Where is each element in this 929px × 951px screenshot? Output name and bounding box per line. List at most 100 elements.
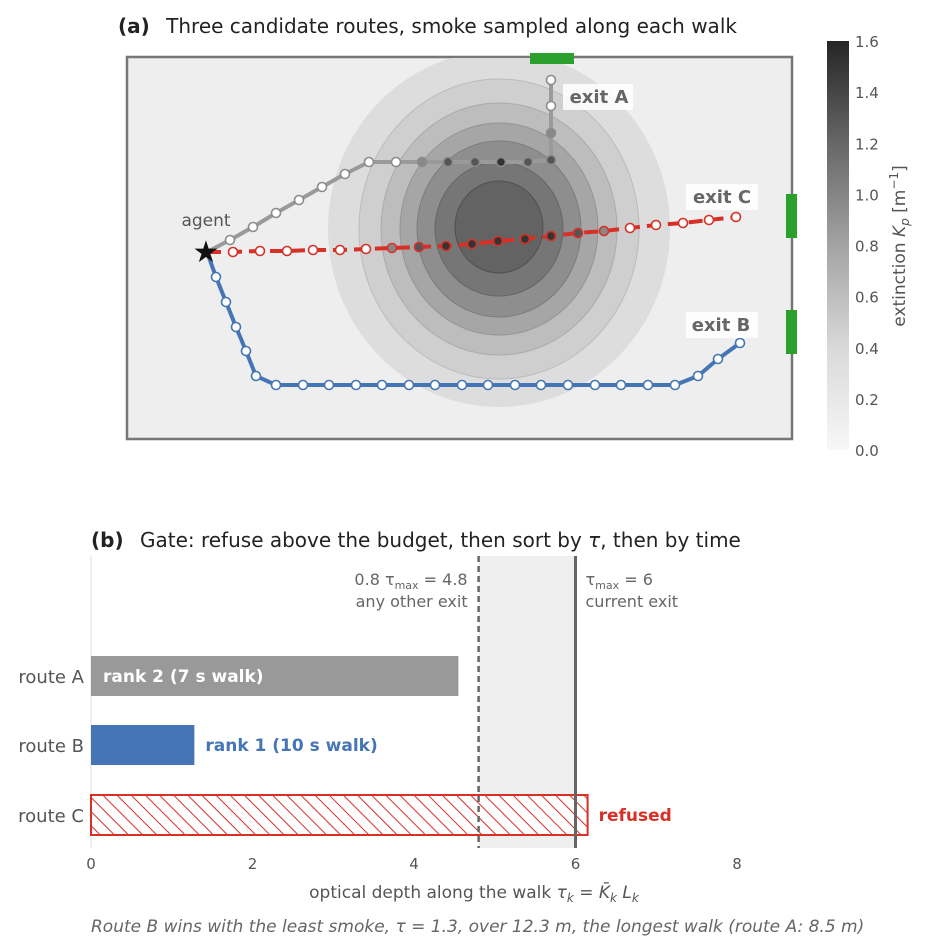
route-sample-point xyxy=(270,207,282,219)
panel-b-title: (b) Gate: refuse above the budget, then … xyxy=(91,528,741,552)
route-sample-point xyxy=(669,379,681,391)
bar-label: refused xyxy=(599,806,672,826)
bar-route-C xyxy=(90,794,589,836)
route-sample-point xyxy=(350,379,362,391)
route-sample-point xyxy=(270,379,282,391)
route-sample-point xyxy=(730,211,742,223)
exit-a-marker xyxy=(530,53,574,64)
colorbar-label-close: ] xyxy=(890,165,910,172)
bar-label: rank 1 (10 s walk) xyxy=(205,736,377,756)
x-axis-label: optical depth along the walk τk = K̄k Lk xyxy=(309,881,640,905)
colorbar xyxy=(827,41,849,450)
panel-a-title-text: Three candidate routes, smoke sampled al… xyxy=(165,14,737,38)
colorbar-tick-label: 1.4 xyxy=(855,84,879,102)
x-axis-label-l: L xyxy=(617,883,632,903)
route-b-points xyxy=(210,271,746,391)
agent-star-icon: ★ xyxy=(193,235,220,270)
x-axis-label-sub: k xyxy=(567,891,575,905)
colorbar-tick-label: 0.6 xyxy=(855,289,879,307)
route-sample-point xyxy=(307,244,319,256)
route-sample-point xyxy=(545,127,557,139)
category-label: route C xyxy=(18,806,84,827)
panel-b: (b) Gate: refuse above the budget, then … xyxy=(18,528,864,937)
route-sample-point xyxy=(281,245,293,257)
route-sample-point xyxy=(598,225,610,237)
route-sample-point xyxy=(734,337,746,349)
panel-b-title-tail: , then by time xyxy=(600,528,741,552)
route-sample-point xyxy=(692,370,704,382)
panel-b-title-sym: τ xyxy=(588,528,601,552)
colorbar-tick-label: 0.8 xyxy=(855,238,879,256)
panel-a-title: (a) Three candidate routes, smoke sample… xyxy=(118,14,737,38)
route-sample-point xyxy=(545,74,557,86)
threshold-sublabel: any other exit xyxy=(356,592,468,611)
exit-c-label: exit C xyxy=(693,187,751,208)
route-sample-point xyxy=(240,345,252,357)
route-sample-point xyxy=(376,379,388,391)
route-sample-point xyxy=(492,235,504,247)
route-sample-point xyxy=(509,379,521,391)
exit-b-marker xyxy=(786,310,797,354)
route-sample-point xyxy=(416,156,428,168)
route-sample-point xyxy=(572,227,584,239)
route-sample-point xyxy=(413,241,425,253)
panel-b-label: (b) xyxy=(91,528,124,552)
route-sample-point xyxy=(220,296,232,308)
route-sample-point xyxy=(519,233,531,245)
route-sample-point xyxy=(442,156,454,168)
route-sample-point xyxy=(545,230,557,242)
route-sample-point xyxy=(210,271,222,283)
x-tick-label: 2 xyxy=(248,855,258,873)
route-sample-point xyxy=(247,221,259,233)
route-sample-point xyxy=(360,243,372,255)
route-sample-point xyxy=(227,246,239,258)
route-sample-point xyxy=(297,379,309,391)
exit-b-label: exit B xyxy=(692,315,751,336)
panel-a: (a) Three candidate routes, smoke sample… xyxy=(118,14,912,460)
route-sample-point xyxy=(589,379,601,391)
colorbar-tick-label: 0.4 xyxy=(855,340,879,358)
x-axis-label-l-sub: k xyxy=(632,891,640,905)
colorbar-label: extinction Kp [m−1] xyxy=(887,165,912,326)
route-sample-point xyxy=(495,156,507,168)
route-sample-point xyxy=(293,194,305,206)
exit-a-label-bg xyxy=(563,84,633,110)
route-sample-point xyxy=(712,353,724,365)
route-sample-point xyxy=(403,379,415,391)
route-sample-point xyxy=(254,245,266,257)
panel-a-label: (a) xyxy=(118,14,150,38)
route-sample-point xyxy=(429,379,441,391)
x-axis-label-main: optical depth along the walk xyxy=(309,883,556,903)
route-sample-point xyxy=(386,242,398,254)
route-sample-point xyxy=(624,222,636,234)
route-sample-point xyxy=(562,379,574,391)
colorbar-label-unit: [m xyxy=(890,190,910,219)
threshold-label: τmax = 6 xyxy=(586,570,653,592)
exit-c-marker xyxy=(786,194,797,238)
route-sample-point xyxy=(363,156,375,168)
colorbar-label-sup: −1 xyxy=(887,172,901,190)
exit-c-label-bg xyxy=(686,184,758,210)
x-tick-label: 4 xyxy=(409,855,419,873)
bar-label: rank 2 (7 s walk) xyxy=(103,667,264,687)
route-sample-point xyxy=(642,379,654,391)
route-sample-point xyxy=(650,219,662,231)
route-sample-point xyxy=(545,100,557,112)
route-sample-point xyxy=(535,379,547,391)
smoke-field xyxy=(328,58,670,407)
colorbar-tick-label: 0.0 xyxy=(855,442,879,460)
route-sample-point xyxy=(469,156,481,168)
colorbar-tick-label: 1.6 xyxy=(855,33,879,51)
route-b xyxy=(205,251,746,391)
route-sample-point xyxy=(250,370,262,382)
route-sample-point xyxy=(466,238,478,250)
route-sample-point xyxy=(677,217,689,229)
route-sample-point xyxy=(316,181,328,193)
figure-caption: Route B wins with the least smoke, τ = 1… xyxy=(91,917,864,937)
route-sample-point xyxy=(224,234,236,246)
bar-route-B xyxy=(91,725,195,765)
agent-label: agent xyxy=(181,211,230,231)
x-axis-label-eq: = xyxy=(574,883,599,903)
route-a-points xyxy=(224,74,557,246)
colorbar-tick-label: 1.0 xyxy=(855,186,879,204)
